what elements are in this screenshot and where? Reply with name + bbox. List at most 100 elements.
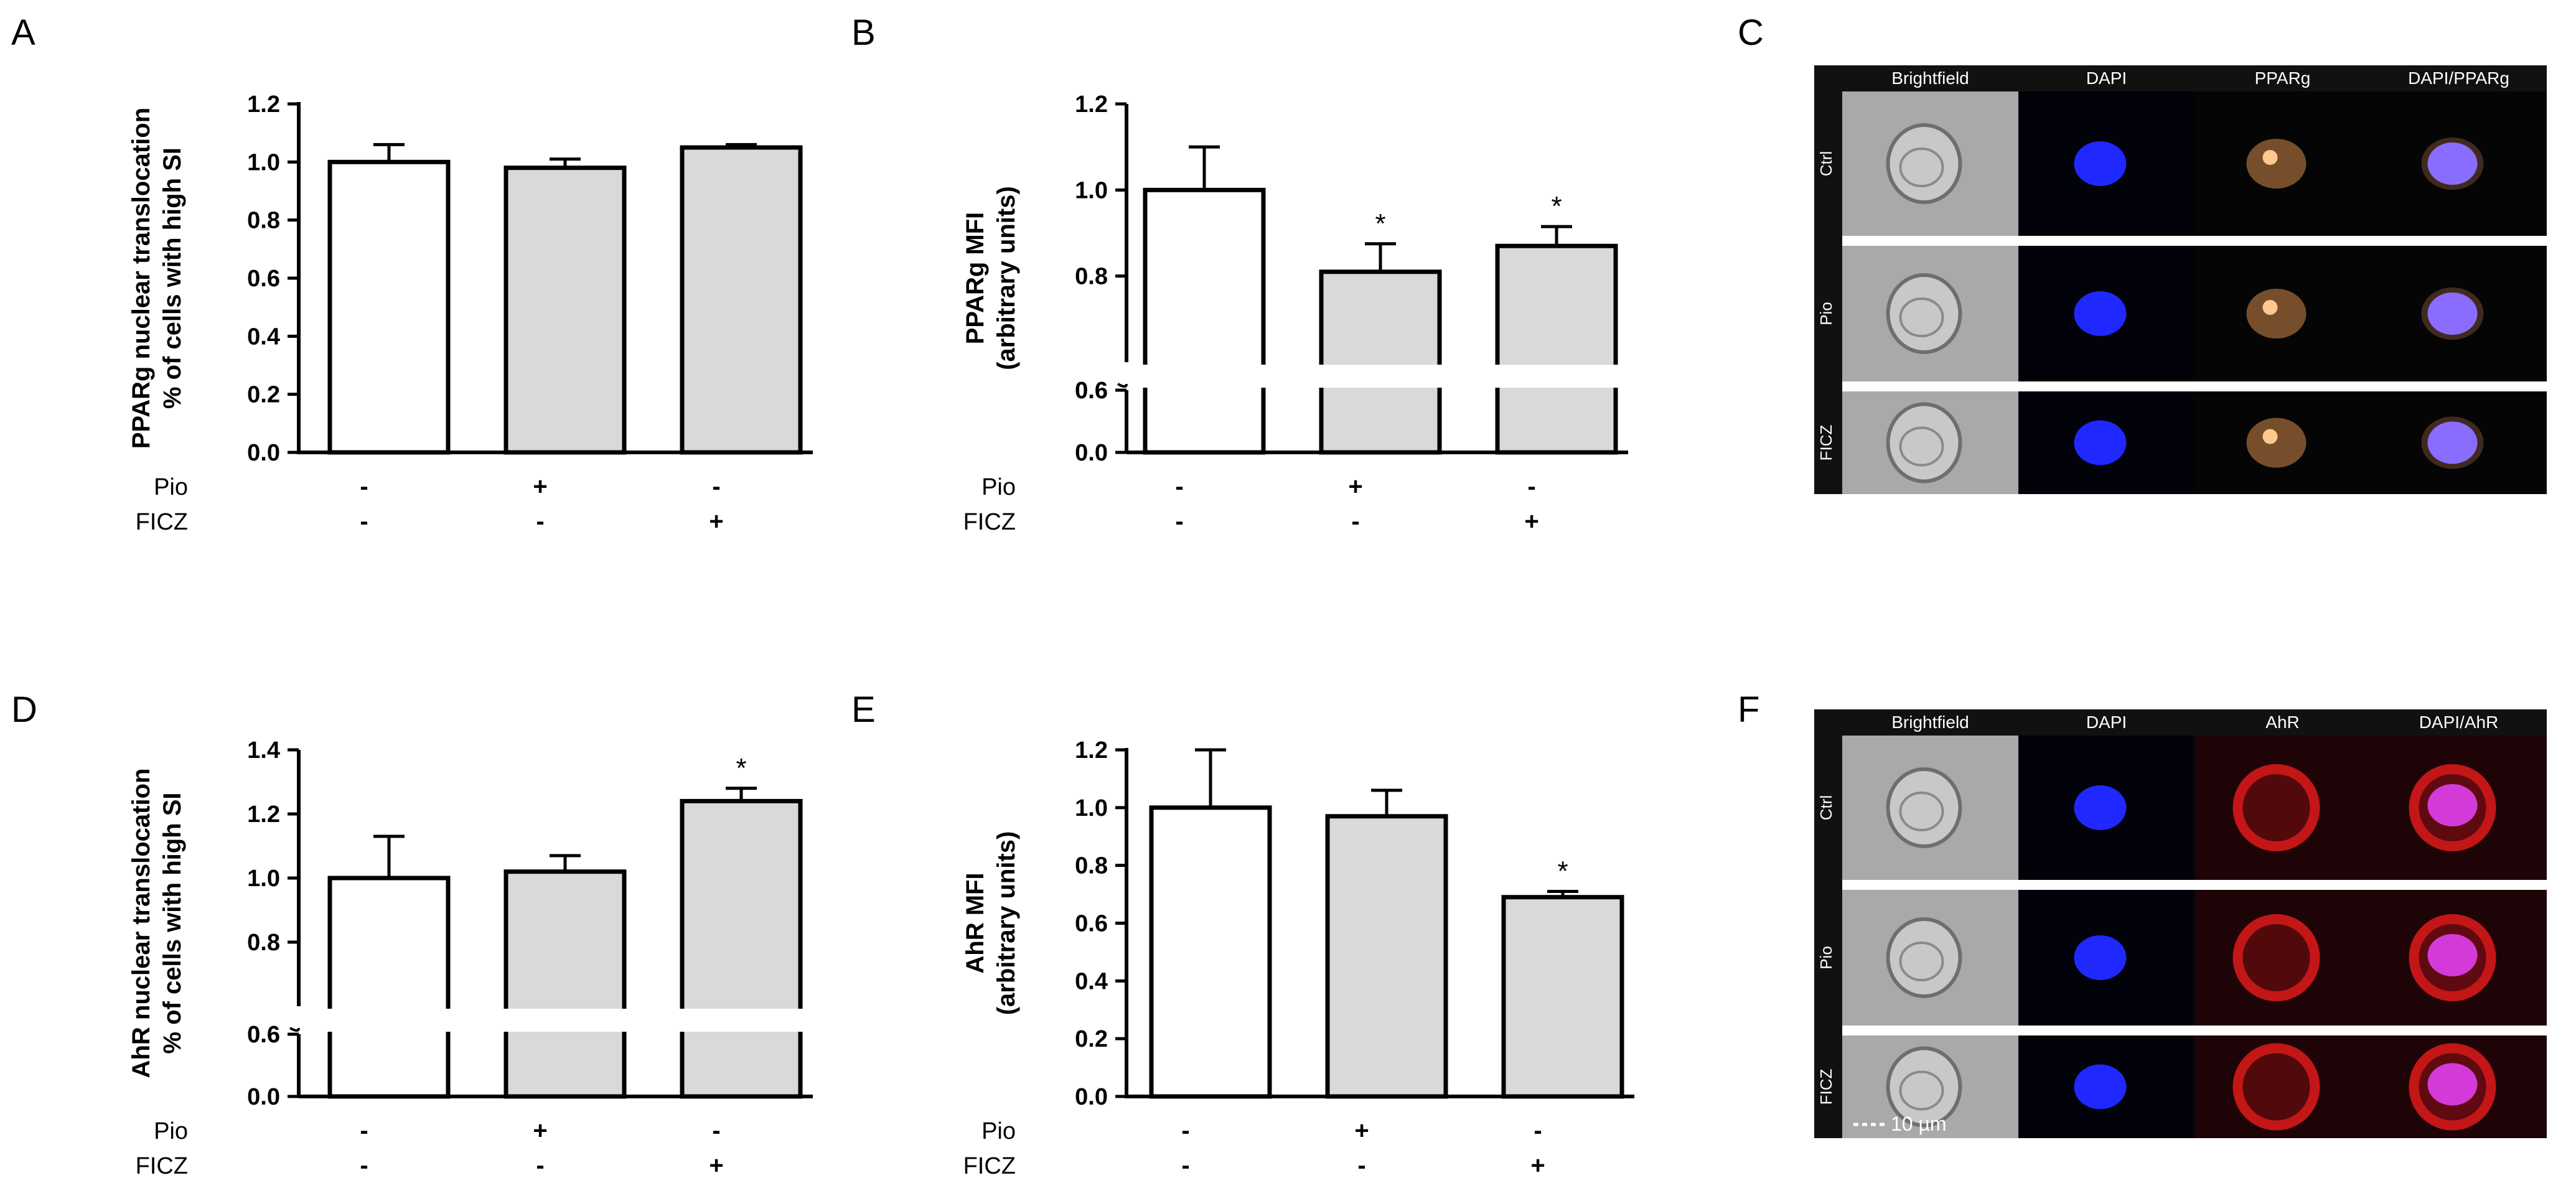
ahr-cell (2232, 1043, 2320, 1131)
axis-break-gap (1120, 365, 1628, 388)
y-tick-label: 0.6 (247, 266, 280, 292)
pparg-spot (2262, 150, 2278, 165)
treatment-pio-sign: - (1181, 1117, 1189, 1144)
dapi-nucleus (2074, 785, 2127, 830)
y-axis-label: AhR nuclear translocation% of cells with… (128, 769, 186, 1078)
bar-pio (1319, 269, 1442, 455)
column-header: Brightfield (1891, 68, 1969, 88)
pparg-cell (2246, 139, 2307, 189)
y-axis-label-line1: AhR nuclear translocation (128, 769, 155, 1078)
y-axis-label-line1: PPARg MFI (962, 212, 989, 345)
treatment-pio-sign: - (712, 1117, 720, 1144)
y-tick-label: 1.4 (247, 737, 280, 764)
treatment-ficz-sign: - (1175, 508, 1183, 535)
row-label-text: FICZ (1817, 1069, 1835, 1105)
bar-ficz (1501, 895, 1624, 1099)
y-tick-label: 1.2 (247, 801, 280, 828)
treatment-label-pio: Pio (154, 1118, 188, 1144)
column-header: DAPI (2086, 68, 2127, 88)
axis-break-mark (1117, 383, 1128, 388)
y-tick-label: 0.6 (1075, 378, 1108, 404)
row-separator (1842, 880, 2547, 890)
y-axis-label-line2: (arbitrary units) (993, 831, 1020, 1016)
dapi-nucleus (2074, 1064, 2127, 1110)
brightfield-cell (1886, 1046, 1962, 1128)
treatment-pio-sign: + (1348, 473, 1362, 500)
y-tick-label: 0.8 (247, 930, 280, 956)
bar-ficz (680, 145, 803, 455)
panel-letter-B: B (851, 12, 876, 53)
treatment-label-ficz: FICZ (963, 1153, 1016, 1179)
row-label: FICZ (1817, 1069, 1835, 1105)
treatment-label-ficz: FICZ (963, 509, 1016, 535)
y-tick-label: 0.0 (1075, 440, 1108, 466)
y-tick-label: 0.0 (1075, 1084, 1108, 1110)
row-label-text: FICZ (1817, 425, 1835, 461)
pparg-spot (2262, 300, 2278, 315)
row-label: Ctrl (1817, 795, 1835, 820)
bar-pio (503, 869, 627, 1099)
treatment-label-pio: Pio (154, 474, 188, 500)
row-label: Pio (1817, 302, 1835, 325)
treatment-pio-sign: - (1527, 473, 1535, 500)
chart-panel-e: 0.0 0.2 0.4 0.6 0.8 1.0 1.2 AhR MFI (arbitrary u… (962, 737, 1634, 1179)
row-label-text: Pio (1817, 302, 1835, 325)
scale-bar-label: 10 µm (1891, 1113, 1947, 1135)
column-header: Brightfield (1891, 713, 1969, 732)
treatment-ficz-sign: + (1524, 508, 1539, 535)
panel-letter-C: C (1738, 12, 1764, 53)
y-tick-label: 1.0 (1075, 177, 1108, 203)
y-axis-label-line2: (arbitrary units) (993, 186, 1020, 370)
dapi-nucleus (2074, 141, 2127, 186)
treatment-pio-sign: - (1175, 473, 1183, 500)
panel-letter-F: F (1738, 689, 1759, 730)
y-tick-label: 1.2 (247, 91, 280, 118)
y-tick-label: 0.8 (1075, 853, 1108, 879)
brightfield-nucleus (1899, 147, 1944, 187)
bar-ficz (680, 798, 803, 1099)
treatment-pio-sign: - (360, 473, 368, 500)
micrograph-panel-f: Brightfield DAPI AhR DAPI/AhR Ctrl Pio FICZ 10 … (1814, 709, 2547, 1138)
axis-break-mark (289, 1027, 300, 1032)
dapi-nucleus (2074, 935, 2127, 980)
treatment-ficz-sign: - (536, 1152, 544, 1179)
bar-ficz (1495, 243, 1618, 455)
treatment-pio-sign: - (712, 473, 720, 500)
y-axis-label: PPARg MFI (arbitrary units) (962, 186, 1020, 370)
row-separator (1842, 1026, 2547, 1035)
significance-star: * (1557, 856, 1568, 886)
y-tick-label: 0.0 (247, 440, 280, 466)
y-tick-label: 0.6 (247, 1022, 280, 1048)
bar-ctrl (327, 876, 451, 1099)
brightfield-cell (1886, 917, 1962, 998)
column-header: AhR (2265, 713, 2299, 732)
pparg-cell (2246, 418, 2307, 468)
bar-ctrl (1143, 187, 1266, 455)
overlay-nucleus (2427, 934, 2478, 976)
pparg-spot (2262, 429, 2278, 444)
pparg-cell (2246, 289, 2307, 339)
treatment-label-pio: Pio (981, 474, 1016, 500)
treatment-ficz-sign: + (709, 508, 723, 535)
treatment-ficz-sign: + (1530, 1152, 1545, 1179)
brightfield-nucleus (1899, 792, 1944, 831)
brightfield-cell (1886, 273, 1962, 354)
row-label: Pio (1817, 946, 1835, 970)
axis-break-gap (293, 1009, 813, 1032)
y-axis-label-line2: % of cells with high SI (159, 147, 186, 409)
row-label-text: Ctrl (1817, 151, 1835, 176)
treatment-label-ficz: FICZ (136, 509, 188, 535)
treatment-label-ficz: FICZ (136, 1153, 188, 1179)
column-header: DAPI (2086, 713, 2127, 732)
treatment-ficz-sign: - (1351, 508, 1359, 535)
significance-star: * (1551, 191, 1562, 222)
y-tick-label: 0.8 (1075, 264, 1108, 290)
panel-letter-E: E (851, 689, 876, 730)
treatment-pio-sign: + (1354, 1117, 1369, 1144)
significance-star: * (736, 753, 746, 783)
treatment-ficz-sign: - (1181, 1152, 1189, 1179)
row-label-text: Pio (1817, 946, 1835, 970)
ahr-cell (2232, 764, 2320, 851)
